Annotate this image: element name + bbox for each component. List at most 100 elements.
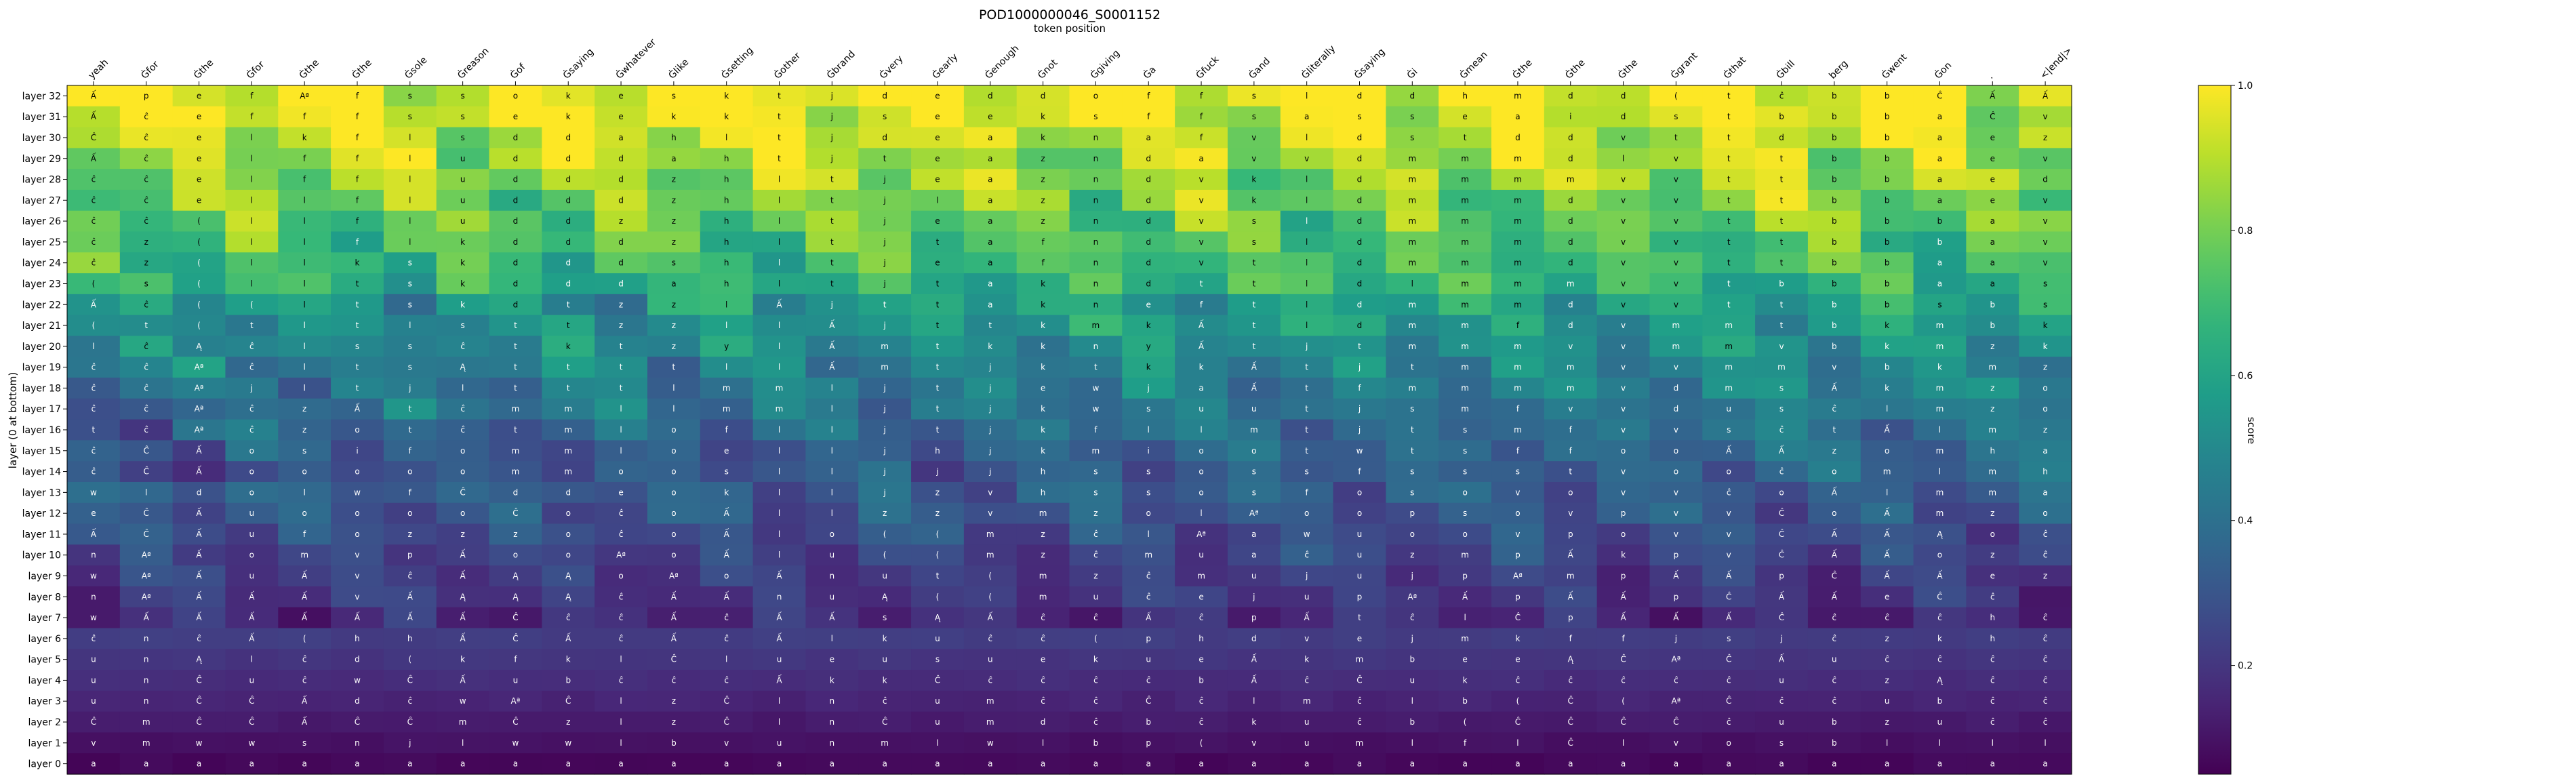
heatmap-cell xyxy=(489,273,542,295)
cell-label: p xyxy=(1779,571,1784,581)
cell-label: t xyxy=(1252,342,1255,351)
heatmap-cell xyxy=(1386,357,1439,378)
cell-label: m xyxy=(1567,383,1575,393)
cell-label: Ấ xyxy=(1726,570,1732,581)
heatmap-cell xyxy=(1755,148,1809,169)
cell-label: Ą xyxy=(1937,675,1943,685)
cell-label: f xyxy=(1569,634,1573,643)
heatmap-cell xyxy=(1280,378,1334,399)
heatmap-cell xyxy=(172,481,226,504)
cell-label: l xyxy=(778,175,780,184)
cell-label: o xyxy=(1990,529,1995,539)
heatmap-cell xyxy=(700,294,754,316)
heatmap-cell xyxy=(1807,252,1861,274)
x-tick-label: Ġfuck xyxy=(1193,53,1222,81)
heatmap-cell xyxy=(963,607,1018,629)
cell-label: ( xyxy=(1200,738,1203,748)
cell-label: Ấ xyxy=(1568,590,1574,601)
cell-label: ĉ xyxy=(144,383,148,393)
heatmap-cell xyxy=(647,252,701,274)
heatmap-cell xyxy=(1386,106,1439,128)
cell-label: ĉ xyxy=(2043,675,2048,685)
cell-label: b xyxy=(1885,195,1890,205)
cell-label: v xyxy=(1621,195,1626,205)
cell-label: ĉ xyxy=(460,425,465,435)
x-tick-label: <|end|> xyxy=(2038,45,2074,81)
cell-label: z xyxy=(619,216,623,226)
heatmap-cell xyxy=(595,169,648,190)
heatmap-cell xyxy=(1702,586,1756,608)
heatmap-cell xyxy=(1227,252,1281,274)
cell-label: b xyxy=(1937,237,1943,247)
cell-label: a xyxy=(91,759,96,769)
heatmap-cell xyxy=(67,294,121,316)
heatmap-cell xyxy=(542,565,595,587)
heatmap-cell xyxy=(963,481,1018,504)
cell-label: d xyxy=(1568,321,1573,330)
cell-label: k xyxy=(460,300,465,309)
heatmap-cell xyxy=(383,336,437,357)
cell-label: Ą xyxy=(1937,529,1943,539)
heatmap-cell xyxy=(1860,690,1914,712)
heatmap-cell xyxy=(172,628,226,649)
heatmap-cell xyxy=(225,127,279,148)
heatmap-cell xyxy=(2019,523,2072,545)
heatmap-cell xyxy=(700,357,754,378)
cell-label: a xyxy=(1937,279,1942,288)
heatmap-cell xyxy=(1122,670,1175,691)
cell-label: v xyxy=(1832,363,1836,372)
heatmap-cell xyxy=(700,544,754,566)
heatmap-cell xyxy=(67,273,121,295)
cell-label: t xyxy=(1780,300,1784,309)
heatmap-cell xyxy=(1175,85,1228,107)
cell-label: n xyxy=(830,738,835,748)
cell-label: u xyxy=(1832,655,1837,664)
heatmap-cell xyxy=(1596,294,1651,316)
cell-label: s xyxy=(1410,112,1414,121)
cell-label: m xyxy=(1408,154,1416,163)
cell-label: Ĉ xyxy=(1568,696,1573,706)
cell-label: ĉ xyxy=(1937,613,1942,622)
heatmap-cell xyxy=(1966,628,2019,649)
cell-label: v xyxy=(1199,175,1203,184)
cell-label: o xyxy=(1199,487,1203,497)
cell-label: n xyxy=(355,738,360,748)
heatmap-cell xyxy=(1016,753,1070,775)
heatmap-cell xyxy=(2019,398,2072,420)
cell-label: d xyxy=(513,487,519,497)
heatmap-cell xyxy=(225,711,279,734)
heatmap-cell xyxy=(331,586,384,608)
heatmap-cell xyxy=(225,419,279,441)
cell-label: t xyxy=(936,571,940,581)
heatmap-cell xyxy=(1596,231,1651,253)
cell-label: s xyxy=(1410,404,1414,414)
cell-label: n xyxy=(144,696,149,706)
heatmap-cell xyxy=(752,294,807,316)
cell-label: m xyxy=(1461,321,1469,330)
heatmap-cell xyxy=(700,252,754,274)
heatmap-cell xyxy=(1438,148,1492,169)
cell-label: o xyxy=(460,467,465,477)
cell-label: h xyxy=(724,175,729,184)
heatmap-cell xyxy=(1596,502,1651,525)
heatmap-cell xyxy=(752,106,807,128)
cell-label: l xyxy=(303,383,305,393)
cell-label: f xyxy=(1200,300,1203,309)
cell-label: ĉ xyxy=(619,675,624,685)
y-tick-label: layer 10 xyxy=(22,550,61,561)
cell-label: ( xyxy=(883,550,887,560)
cell-label: z xyxy=(2043,363,2047,372)
heatmap-cell xyxy=(1280,565,1334,587)
heatmap-cell xyxy=(67,210,121,233)
heatmap-cell xyxy=(1333,711,1386,734)
heatmap-cell xyxy=(1175,670,1228,691)
cell-label: b xyxy=(1199,675,1204,685)
cell-label: l xyxy=(1411,738,1413,748)
cell-label: t xyxy=(92,425,96,435)
heatmap-cell xyxy=(436,252,490,274)
cell-label: w xyxy=(1092,404,1099,414)
cell-label: m xyxy=(1303,696,1311,706)
cell-label: n xyxy=(1093,175,1099,184)
heatmap-cell xyxy=(2019,628,2072,649)
x-tick-label: . xyxy=(1986,71,1995,81)
